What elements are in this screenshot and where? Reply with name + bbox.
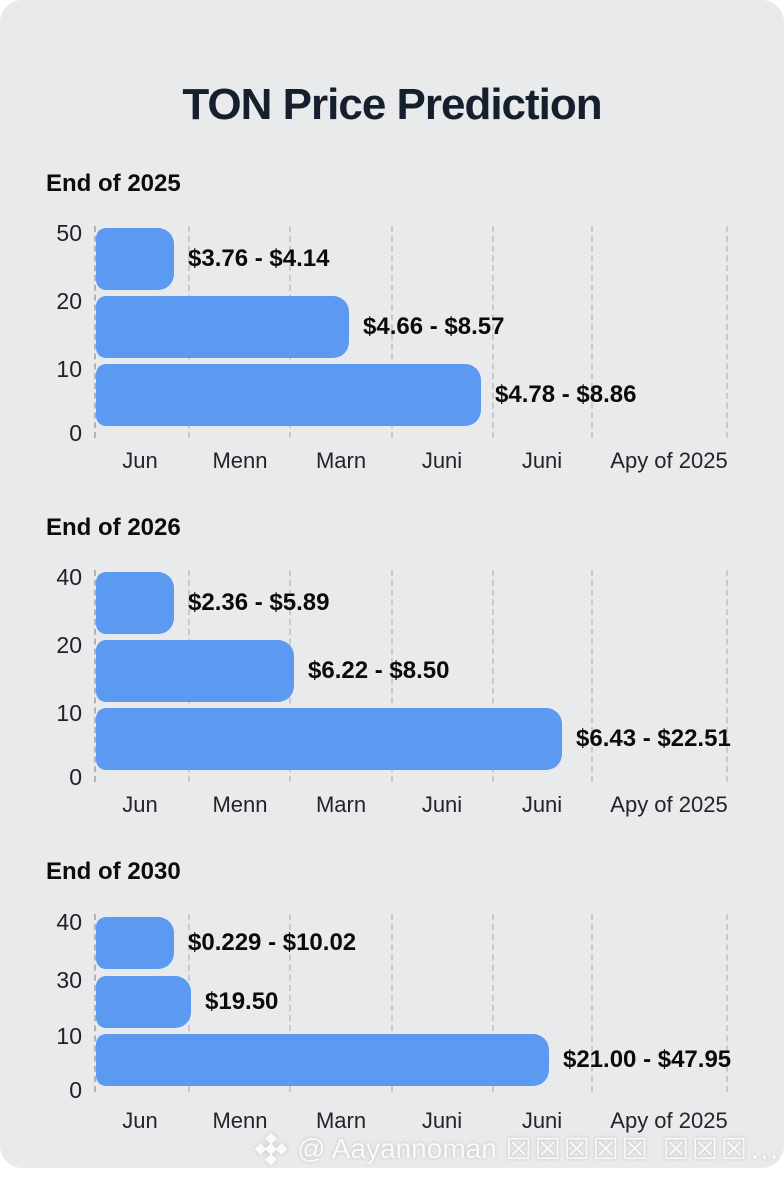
bar xyxy=(96,976,191,1028)
bar-row: $21.00 - $47.95 xyxy=(96,1034,784,1086)
bar-row: $3.76 - $4.14 xyxy=(96,228,784,290)
section-title-2025: End of 2025 xyxy=(46,170,181,197)
bar-value-label: $4.66 - $8.57 xyxy=(363,313,505,340)
bar-value-label: $2.36 - $5.89 xyxy=(188,589,330,616)
watermark-garbled-text: ☒☒☒☒☒ ☒☒☒… xyxy=(505,1132,782,1166)
x-tick-label: Menn xyxy=(212,448,268,473)
y-tick-label: 40 xyxy=(56,909,82,935)
section-title-2030: End of 2030 xyxy=(46,858,181,885)
x-tick-label: Menn xyxy=(212,792,268,817)
chart-section-2030: End of 2030 40 30 10 0 $0.229 - $10.02 $… xyxy=(0,858,784,1202)
gridline xyxy=(591,226,593,438)
bar-value-label: $21.00 - $47.95 xyxy=(563,1046,732,1073)
binance-logo-icon xyxy=(254,1132,288,1166)
bar-row: $4.66 - $8.57 xyxy=(96,296,784,358)
y-tick-label: 0 xyxy=(69,1077,82,1103)
x-tick-label: Juni xyxy=(421,1108,463,1133)
gridline xyxy=(391,914,393,1092)
bar xyxy=(96,1034,549,1086)
y-tick-label: 20 xyxy=(56,288,82,314)
infographic-card: TON Price Prediction End of 2025 50 20 1… xyxy=(0,0,784,1168)
x-tick-label: Juni xyxy=(521,448,563,473)
bar xyxy=(96,640,294,702)
bar xyxy=(96,708,562,770)
gridline xyxy=(492,226,494,438)
x-tick-label: Juni xyxy=(521,1108,563,1133)
section-title-2026: End of 2026 xyxy=(46,514,181,541)
x-tick-label: Juni xyxy=(521,792,563,817)
chart-section-2025: End of 2025 50 20 10 0 $3.76 - $4.14 $4.… xyxy=(0,170,784,514)
chart-section-2026: End of 2026 40 20 10 0 $2.36 - $5.89 $6.… xyxy=(0,514,784,858)
bar-row: $6.22 - $8.50 xyxy=(96,640,784,702)
y-tick-label: 10 xyxy=(56,356,82,382)
x-tick-label: Apy of 2025 xyxy=(610,1108,728,1133)
x-tick-label: Apy of 2025 xyxy=(610,448,728,473)
y-tick-label: 50 xyxy=(56,220,82,246)
y-tick-label: 10 xyxy=(56,1023,82,1049)
gridline xyxy=(726,914,728,1092)
bar-value-label: $6.22 - $8.50 xyxy=(308,657,450,684)
bar-row: $2.36 - $5.89 xyxy=(96,572,784,634)
bar-value-label: $19.50 xyxy=(205,988,279,1015)
x-tick-label: Marn xyxy=(315,448,367,473)
gridline xyxy=(289,914,291,1092)
x-tick-label: Marn xyxy=(315,792,367,817)
bar-value-label: $0.229 - $10.02 xyxy=(188,929,357,956)
gridline xyxy=(492,570,494,782)
bar-row: $4.78 - $8.86 xyxy=(96,364,784,426)
gridline xyxy=(726,570,728,782)
gridline xyxy=(391,570,393,782)
x-tick-label: Jun xyxy=(122,1108,158,1133)
gridline xyxy=(591,570,593,782)
gridline xyxy=(391,226,393,438)
gridline xyxy=(726,226,728,438)
y-tick-label: 0 xyxy=(69,420,82,446)
y-tick-label: 10 xyxy=(56,700,82,726)
x-tick-label: Menn xyxy=(212,1108,268,1133)
plot-area-2026: 40 20 10 0 $2.36 - $5.89 $6.22 - $8.50 $… xyxy=(56,564,746,817)
bar xyxy=(96,364,481,426)
bar xyxy=(96,296,349,358)
bar-value-label: $6.43 - $22.51 xyxy=(576,725,731,752)
bar-row: $19.50 xyxy=(96,976,784,1028)
bar-row: $6.43 - $22.51 xyxy=(96,708,784,770)
page-title: TON Price Prediction xyxy=(182,80,602,129)
watermark-handle: @ Aayannoman xyxy=(297,1133,497,1164)
y-tick-label: 20 xyxy=(56,632,82,658)
plot-area-2030: 40 30 10 0 $0.229 - $10.02 $19.50 $21.00… xyxy=(56,909,746,1133)
gridline xyxy=(591,914,593,1092)
bar xyxy=(96,228,174,290)
x-tick-label: Juni xyxy=(421,792,463,817)
plot-area-2025: 50 20 10 0 $3.76 - $4.14 $4.66 - $8.57 $… xyxy=(56,220,746,473)
x-tick-label: Jun xyxy=(122,792,158,817)
bar xyxy=(96,572,174,634)
x-tick-label: Marn xyxy=(315,1108,367,1133)
y-tick-label: 30 xyxy=(56,967,82,993)
x-tick-label: Jun xyxy=(122,448,158,473)
bar-value-label: $4.78 - $8.86 xyxy=(495,381,637,408)
watermark: @ Aayannoman ☒☒☒☒☒ ☒☒☒… xyxy=(254,1132,782,1166)
bar xyxy=(96,917,174,969)
x-tick-label: Juni xyxy=(421,448,463,473)
bar-row: $0.229 - $10.02 xyxy=(96,917,784,969)
y-tick-label: 40 xyxy=(56,564,82,590)
bar-value-label: $3.76 - $4.14 xyxy=(188,245,330,272)
y-tick-label: 0 xyxy=(69,764,82,790)
x-tick-label: Apy of 2025 xyxy=(610,792,728,817)
gridline xyxy=(492,914,494,1092)
